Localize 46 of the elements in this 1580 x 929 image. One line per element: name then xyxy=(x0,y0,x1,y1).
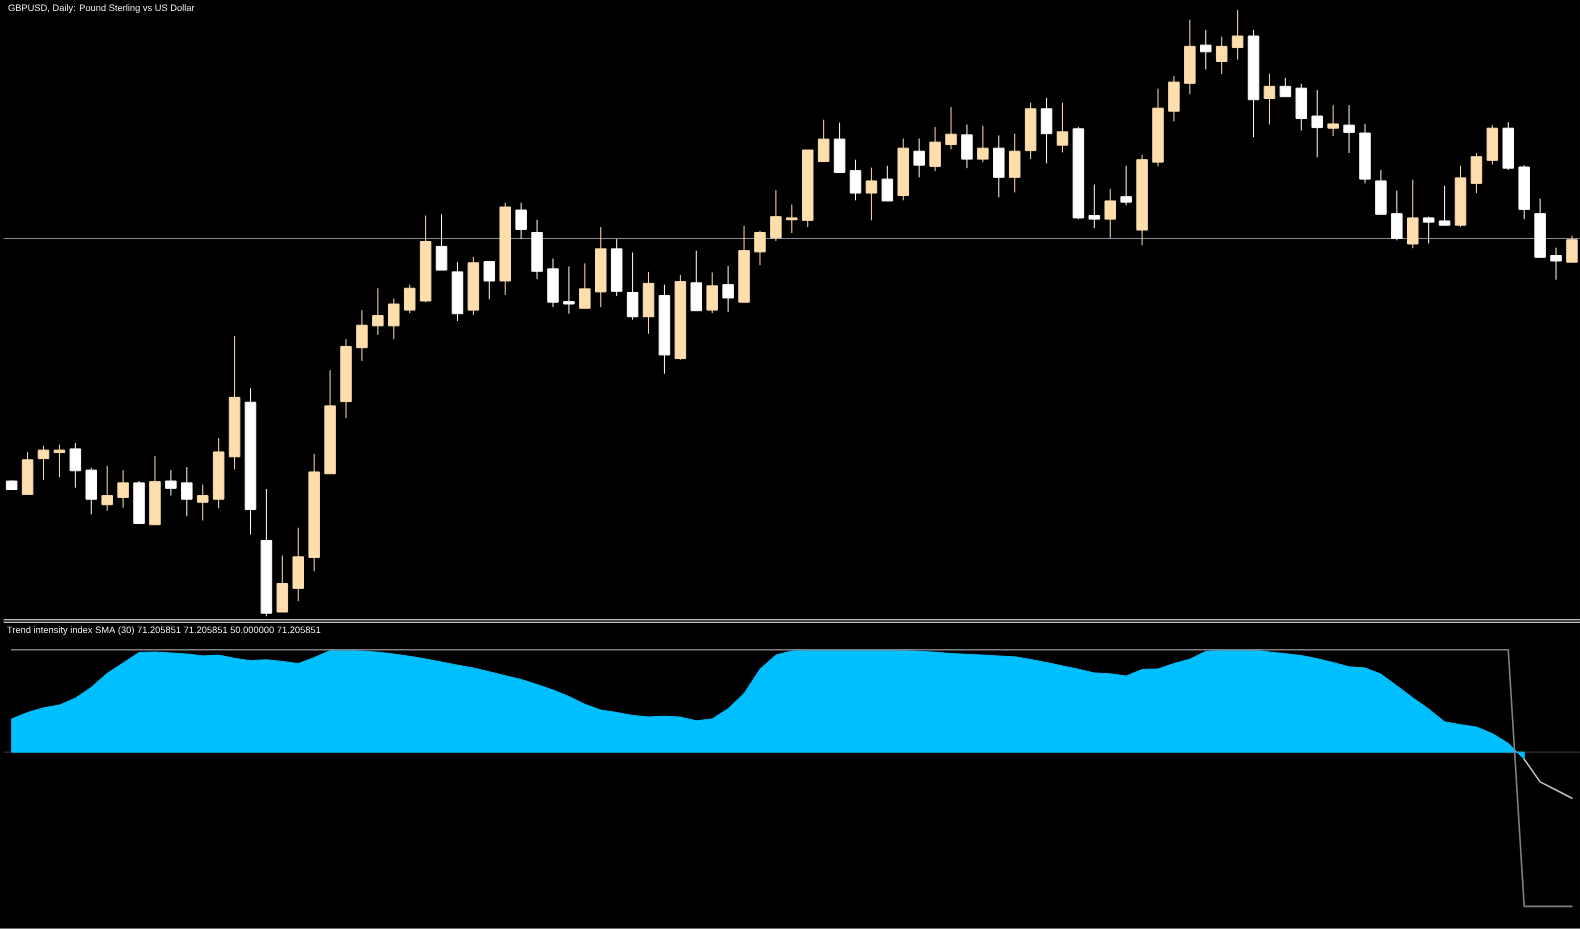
candlestick xyxy=(1056,102,1069,154)
candlestick xyxy=(1327,104,1339,137)
candlestick xyxy=(388,298,400,340)
candlestick xyxy=(117,469,129,509)
candlestick xyxy=(1088,184,1101,229)
candlestick xyxy=(1263,73,1276,126)
candlestick xyxy=(69,442,82,489)
candlestick xyxy=(403,284,416,314)
candlestick xyxy=(849,159,862,201)
candlestick xyxy=(515,202,527,240)
candlestick xyxy=(770,189,782,242)
candlestick xyxy=(435,213,448,271)
candlestick xyxy=(37,445,50,481)
candlestick xyxy=(722,265,734,313)
candlestick xyxy=(1438,185,1451,226)
candlestick xyxy=(1311,89,1323,158)
candlestick xyxy=(1566,235,1578,263)
candlestick xyxy=(53,444,66,478)
candlestick xyxy=(165,469,177,497)
candlestick xyxy=(356,309,368,362)
candlestick xyxy=(1120,165,1132,206)
candlestick xyxy=(483,261,496,300)
candlestick xyxy=(372,287,384,336)
candlestick xyxy=(913,138,925,178)
chart-title: Trend intensity index SMA (30) 71.205851 71.205851 50.000000 71.205851 xyxy=(7,626,321,636)
candlestick xyxy=(181,466,193,517)
candlestick xyxy=(563,266,575,315)
candlestick xyxy=(881,165,894,202)
candlestick xyxy=(1550,247,1562,281)
candlestick xyxy=(754,230,766,266)
candlestick xyxy=(101,465,113,512)
candlestick xyxy=(1231,9,1244,61)
candlestick xyxy=(945,106,957,150)
candlestick xyxy=(579,262,591,309)
candlestick xyxy=(865,167,878,221)
candlestick xyxy=(1343,104,1355,154)
chart-title: GBPUSD, Daily: Pound Sterling vs US Dollar xyxy=(8,4,195,14)
candlestick xyxy=(1279,77,1292,98)
candlestick xyxy=(1104,188,1116,239)
candlestick xyxy=(196,484,209,522)
candlestick xyxy=(1422,216,1435,244)
candlestick xyxy=(1200,29,1212,70)
candlestick xyxy=(977,125,989,163)
candlestick xyxy=(817,119,830,163)
candlestick xyxy=(1215,36,1228,75)
candlestick xyxy=(786,204,798,234)
